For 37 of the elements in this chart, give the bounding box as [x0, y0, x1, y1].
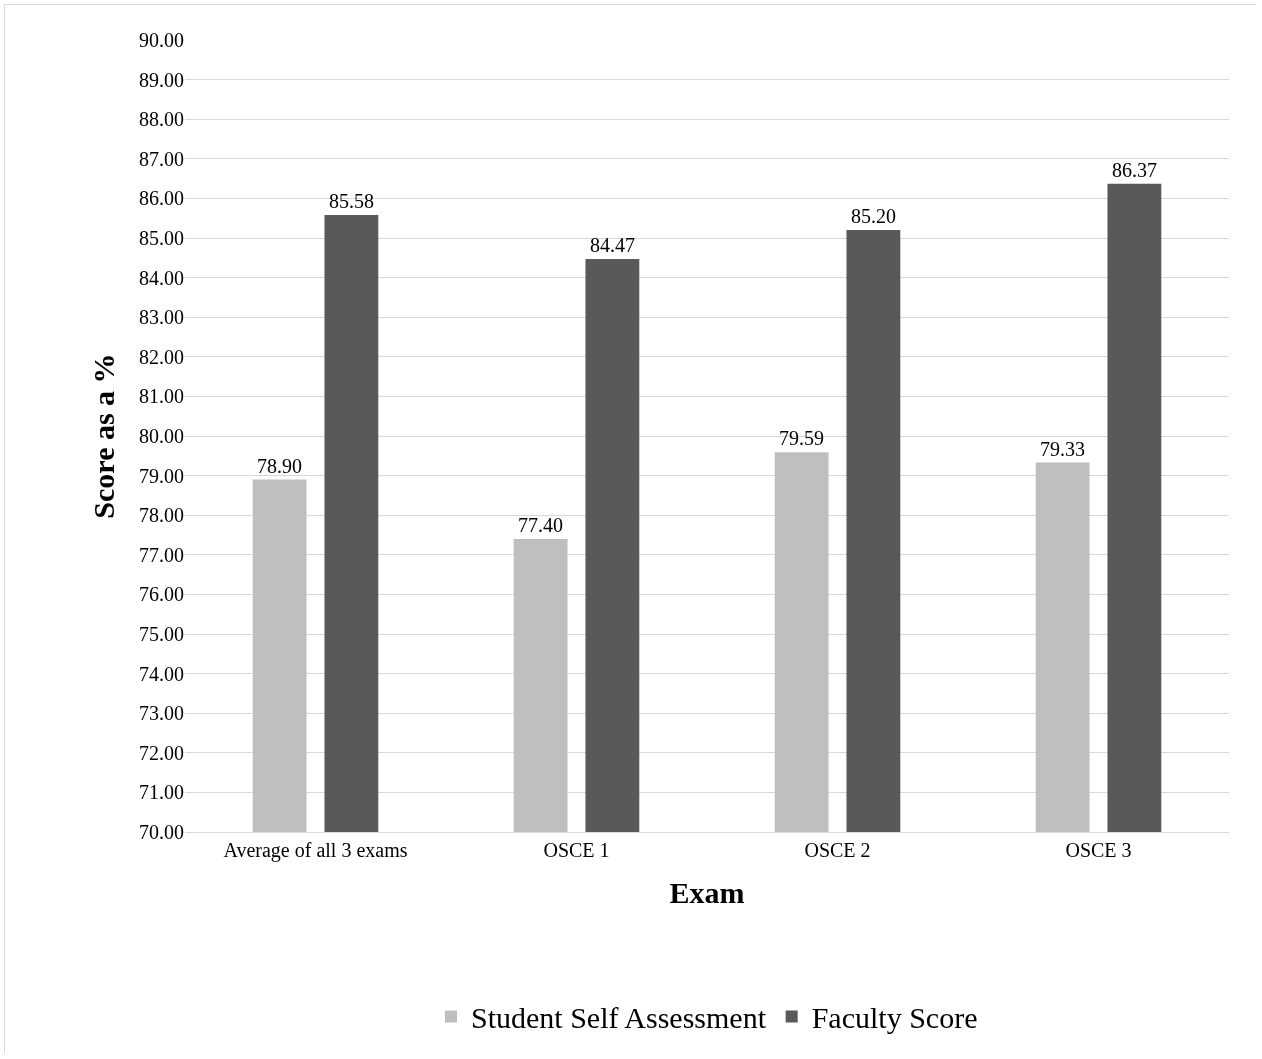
y-tick-label: 87.00: [139, 147, 184, 170]
x-tick-label: OSCE 3: [1065, 839, 1132, 861]
y-tick-label: 89.00: [139, 68, 184, 91]
y-tick-label: 78.00: [139, 504, 184, 527]
y-tick-label: 88.00: [139, 108, 184, 131]
data-label: 77.40: [518, 513, 564, 536]
x-tick-label: OSCE 1: [543, 839, 610, 861]
legend-label: Faculty Score: [811, 1001, 978, 1035]
data-label: 78.90: [257, 454, 303, 477]
y-tick-label: 79.00: [139, 464, 184, 487]
y-tick-label: 77.00: [139, 543, 184, 566]
y-tick-label: 70.00: [139, 821, 184, 843]
x-tick-label: Average of all 3 exams: [223, 839, 408, 862]
y-tick-label: 74.00: [139, 662, 184, 685]
y-tick-label: 75.00: [139, 623, 184, 645]
y-tick-label: 71.00: [139, 781, 184, 804]
y-tick-label: 83.00: [139, 306, 184, 329]
y-tick-label: 82.00: [139, 345, 184, 368]
x-axis-title: Exam: [669, 875, 745, 909]
y-tick-label: 80.00: [139, 425, 184, 447]
data-label: 85.58: [328, 190, 374, 213]
y-axis-title: Score as a %: [87, 353, 120, 519]
data-label: 85.20: [850, 205, 896, 228]
y-tick-label: 76.00: [139, 583, 184, 606]
y-tick-label: 85.00: [139, 227, 184, 249]
y-tick-label: 72.00: [139, 741, 184, 764]
y-tick-label: 81.00: [139, 385, 184, 408]
data-label: 86.37: [1111, 158, 1157, 181]
data-label: 79.59: [779, 427, 825, 450]
y-tick-label: 84.00: [139, 266, 184, 289]
x-tick-label: OSCE 2: [804, 839, 871, 861]
legend-label: Student Self Assessment: [471, 1001, 767, 1035]
y-tick-label: 73.00: [139, 702, 184, 725]
y-tick-label: 90.00: [139, 29, 184, 51]
data-label: 84.47: [589, 233, 635, 256]
data-label: 79.33: [1040, 437, 1086, 460]
y-tick-label: 86.00: [139, 187, 184, 210]
